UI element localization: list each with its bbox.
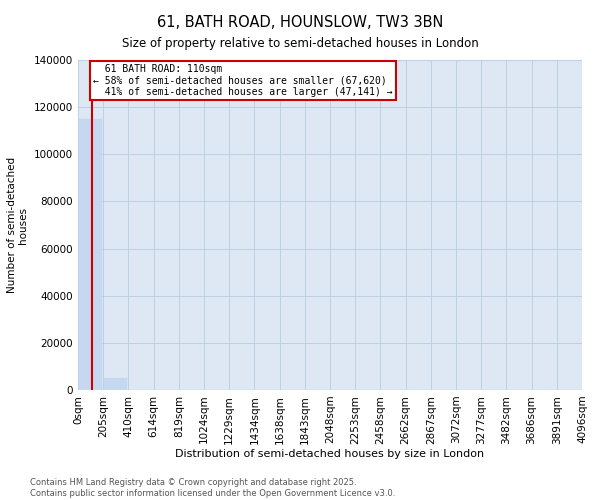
- Text: 61 BATH ROAD: 110sqm
← 58% of semi-detached houses are smaller (67,620)
  41% of: 61 BATH ROAD: 110sqm ← 58% of semi-detac…: [93, 64, 392, 96]
- Text: Size of property relative to semi-detached houses in London: Size of property relative to semi-detach…: [122, 38, 478, 51]
- Text: Contains HM Land Registry data © Crown copyright and database right 2025.
Contai: Contains HM Land Registry data © Crown c…: [30, 478, 395, 498]
- Text: 61, BATH ROAD, HOUNSLOW, TW3 3BN: 61, BATH ROAD, HOUNSLOW, TW3 3BN: [157, 15, 443, 30]
- Bar: [104, 378, 127, 390]
- Y-axis label: Number of semi-detached
houses: Number of semi-detached houses: [7, 157, 28, 293]
- Bar: [79, 120, 102, 390]
- X-axis label: Distribution of semi-detached houses by size in London: Distribution of semi-detached houses by …: [175, 449, 485, 459]
